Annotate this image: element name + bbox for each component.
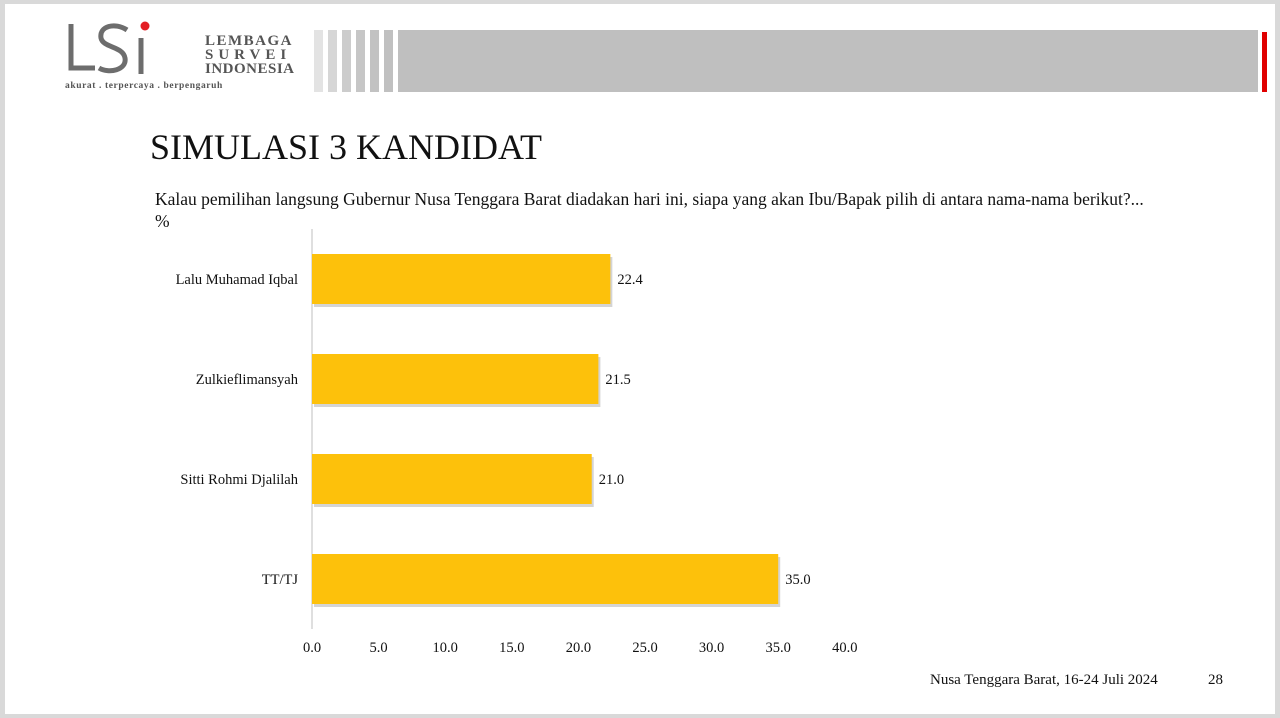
logo: LEMBAGA SURVEI INDONESIA akurat . terper… (45, 16, 313, 96)
x-tick-label: 25.0 (632, 640, 657, 656)
footer-text: Nusa Tenggara Barat, 16-24 Juli 2024 (930, 672, 1158, 688)
category-label: TT/TJ (262, 572, 299, 588)
bar (312, 354, 599, 404)
bar (312, 554, 779, 604)
x-tick-label: 10.0 (433, 640, 458, 656)
x-tick-label: 40.0 (832, 640, 857, 656)
logo-tagline: akurat . terpercaya . berpengaruh (65, 81, 223, 91)
data-label: 35.0 (785, 572, 810, 588)
survey-question: Kalau pemilihan langsung Gubernur Nusa T… (155, 189, 1144, 231)
x-tick-label: 30.0 (699, 640, 724, 656)
bar (312, 454, 592, 504)
data-label: 22.4 (617, 272, 643, 288)
category-label: Lalu Muhamad Iqbal (176, 272, 298, 288)
logo-text-line3: INDONESIA (205, 61, 295, 77)
header-bar (398, 30, 1258, 92)
header-accent (1262, 32, 1267, 92)
data-label: 21.0 (599, 472, 624, 488)
x-tick-label: 5.0 (370, 640, 388, 656)
logo-text-line1: LEMBAGA (205, 33, 294, 49)
logo-text-line2: SURVEI (205, 47, 292, 63)
page-number: 28 (1208, 672, 1223, 688)
category-label: Sitti Rohmi Djalilah (180, 472, 298, 488)
category-label: Zulkieflimansyah (196, 372, 299, 388)
lsi-logo-mark (68, 21, 150, 74)
page-title: SIMULASI 3 KANDIDAT (150, 127, 542, 167)
x-tick-label: 15.0 (499, 640, 524, 656)
x-tick-label: 35.0 (766, 640, 791, 656)
x-tick-label: 20.0 (566, 640, 591, 656)
bar (312, 254, 611, 304)
x-tick-label: 0.0 (303, 640, 321, 656)
data-label: 21.5 (605, 372, 630, 388)
header-stripes (314, 30, 393, 92)
